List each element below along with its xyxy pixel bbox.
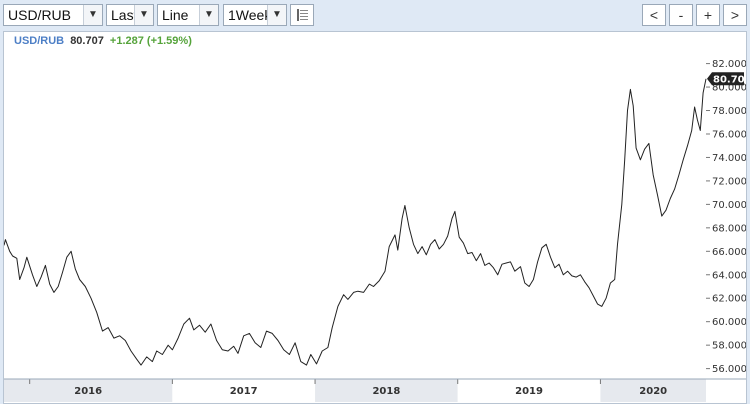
series-layer: [4, 78, 707, 366]
price-series-line: [4, 78, 707, 366]
year-band-2016: [4, 379, 173, 402]
y-tick-label: 82.000: [712, 59, 746, 70]
y-axis: 82.000 80.000 78.000 76.000 74.000 72.000 70.0…: [706, 59, 746, 375]
y-tick-label: 60.000: [712, 317, 746, 328]
year-label-2016: 2016: [74, 386, 102, 397]
year-band-2018: [315, 379, 458, 402]
y-tick-label: 62.000: [712, 294, 746, 305]
year-band-2020: [600, 379, 706, 402]
symbol-select[interactable]: USD/RUB ▼: [3, 4, 103, 26]
y-tick-label: 74.000: [712, 153, 746, 164]
year-bands: 2016 2017 2018 2019 2020: [4, 378, 746, 402]
year-band-2019: [457, 379, 601, 402]
zoom-out-button[interactable]: -: [669, 4, 693, 26]
chart-type-select-value: Line: [162, 7, 189, 23]
list-icon: [297, 9, 308, 21]
year-label-2017: 2017: [230, 386, 258, 397]
price-chart[interactable]: 2016 2017 2018 2019 2020 82.000 80.000 78.000 7…: [4, 32, 746, 403]
year-band-2017: [172, 379, 316, 402]
last-price-tag-shape: [707, 72, 744, 86]
chart-panel[interactable]: 2016 2017 2018 2019 2020 82.000 80.000 78.000 7…: [3, 31, 747, 404]
scroll-forward-button[interactable]: >: [723, 4, 747, 26]
chart-toolbar: USD/RUB ▼ Last ▼ Line ▼ 1Week ▼ < - + >: [0, 0, 750, 32]
chevron-down-icon: ▼: [134, 5, 153, 25]
legend-change-percent: (+1.59%): [146, 35, 192, 47]
interval-select-value: 1Week: [228, 7, 272, 23]
chevron-down-icon: ▼: [267, 5, 286, 25]
legend-last-price: 80.707: [70, 35, 104, 47]
y-tick-label: 68.000: [712, 223, 746, 234]
y-tick-label: 58.000: [712, 341, 746, 352]
symbol-select-value: USD/RUB: [8, 7, 72, 23]
y-tick-label: 78.000: [712, 106, 746, 117]
zoom-in-button[interactable]: +: [696, 4, 720, 26]
last-price-tag-label: 80.707: [713, 74, 746, 85]
y-tick-label: 72.000: [712, 176, 746, 187]
legend-change: +1.287: [109, 35, 144, 47]
legend-symbol: USD/RUB: [14, 35, 65, 47]
chevron-down-icon: ▼: [199, 5, 218, 25]
settings-list-button[interactable]: [290, 4, 314, 26]
y-tick-label: 76.000: [712, 129, 746, 140]
chart-legend: USD/RUB 80.707 +1.287 (+1.59%): [14, 35, 192, 47]
y-tick-label: 56.000: [712, 364, 746, 375]
y-tick-label: 70.000: [712, 200, 746, 211]
y-tick-label: 64.000: [712, 270, 746, 281]
y-tick-label: 66.000: [712, 247, 746, 258]
field-select-value: Last: [111, 7, 138, 23]
last-price-tag: 80.707: [707, 72, 746, 86]
y-tick-label: 80.000: [712, 83, 746, 94]
year-label-2020: 2020: [639, 386, 667, 397]
chevron-down-icon: ▼: [83, 5, 102, 25]
interval-select[interactable]: 1Week ▼: [223, 4, 287, 26]
year-label-2018: 2018: [372, 386, 400, 397]
chart-type-select[interactable]: Line ▼: [157, 4, 219, 26]
scroll-back-button[interactable]: <: [642, 4, 666, 26]
year-label-2019: 2019: [515, 386, 543, 397]
field-select[interactable]: Last ▼: [106, 4, 154, 26]
